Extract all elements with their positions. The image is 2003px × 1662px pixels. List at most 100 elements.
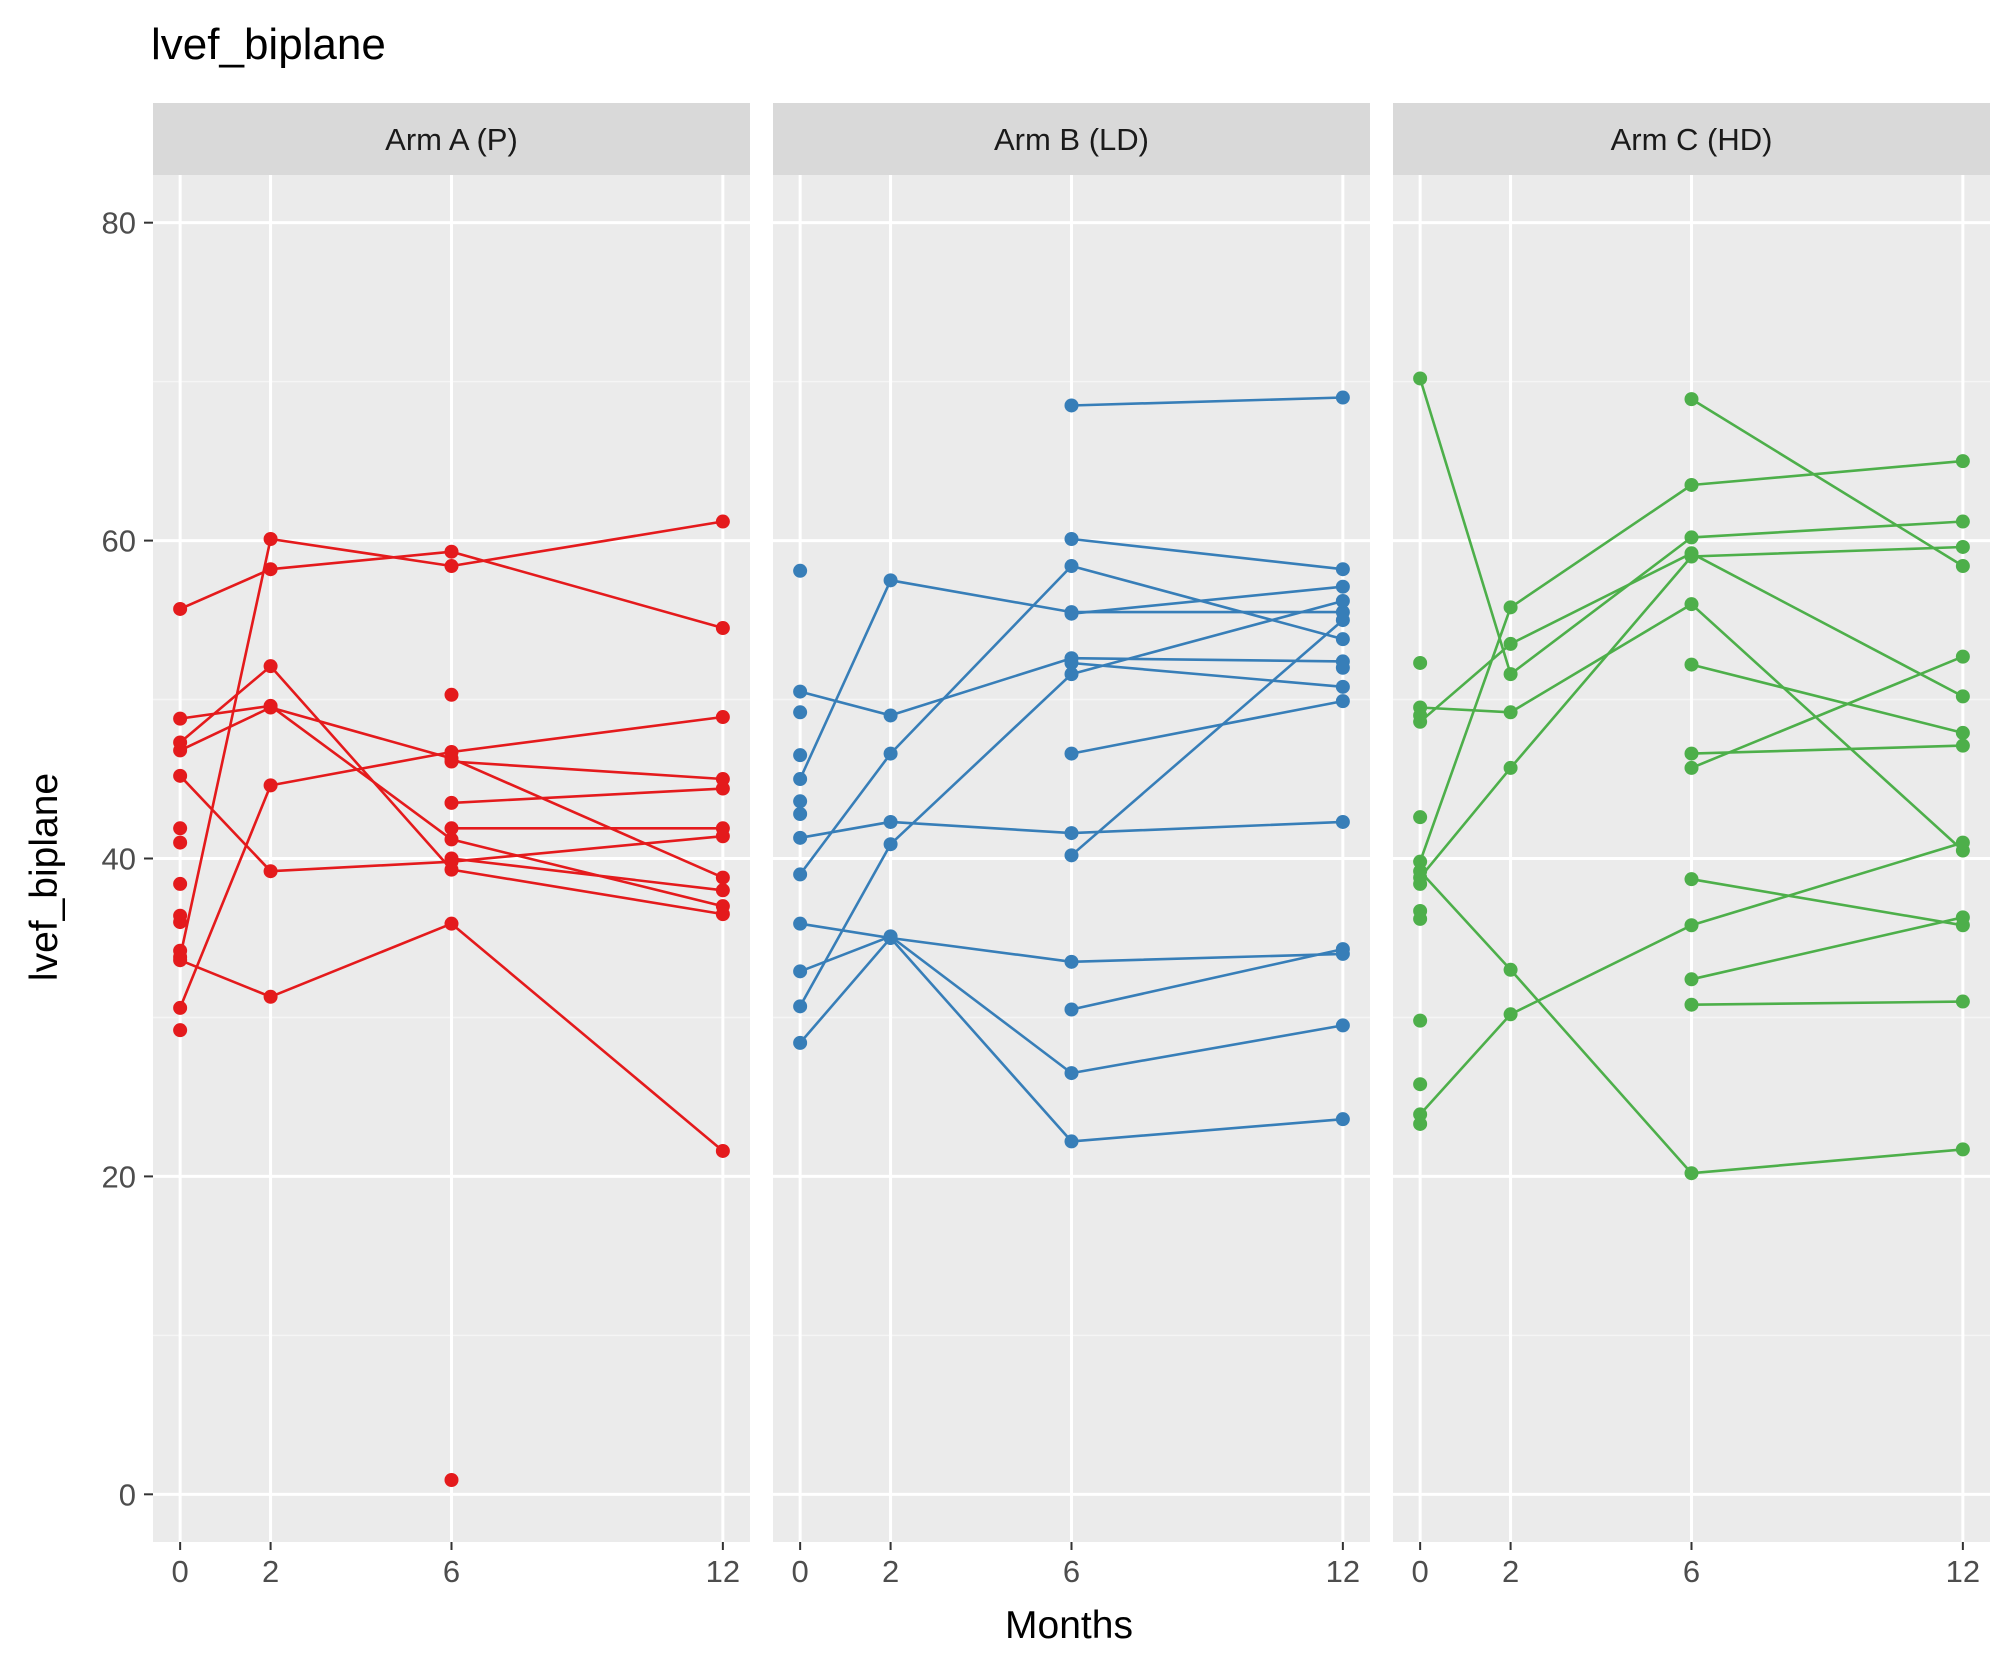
series-line (179, 774, 724, 873)
data-point (1684, 972, 1699, 987)
data-point (793, 772, 808, 787)
data-point (444, 851, 459, 866)
series-line (1691, 663, 1964, 735)
facet-label: Arm C (HD) (1611, 122, 1773, 157)
data-point (1335, 660, 1350, 675)
data-point (444, 832, 459, 847)
data-point (1064, 559, 1079, 574)
data-point (1413, 1077, 1428, 1092)
data-point (715, 1143, 730, 1158)
data-point (444, 754, 459, 769)
data-point (793, 748, 808, 763)
series-line (799, 820, 1343, 840)
data-point (1413, 1116, 1428, 1131)
data-point (1413, 371, 1428, 386)
series-line (1071, 585, 1344, 615)
data-point (1335, 613, 1350, 628)
data-point (173, 601, 188, 616)
facet-label: Arm A (P) (385, 122, 518, 157)
data-point (173, 768, 188, 783)
data-point (1413, 708, 1428, 723)
data-point (444, 821, 459, 836)
data-point (883, 746, 898, 761)
y-axis-title: lvef_biplane (23, 773, 66, 981)
panel-1: Arm B (LD) (773, 103, 1370, 1542)
series-line (1691, 744, 1963, 755)
series-line (451, 787, 723, 805)
data-point (793, 867, 808, 882)
series-line (1071, 947, 1344, 1011)
y-axis: 0 20 40 60 80 (102, 206, 153, 1512)
data-point (1064, 848, 1079, 863)
data-point (1064, 532, 1079, 547)
series-line (1071, 396, 1343, 407)
data-point (444, 795, 459, 810)
series-line (1418, 459, 1964, 863)
series-line (1419, 545, 1963, 879)
series-line (798, 599, 1344, 1007)
data-point (715, 772, 730, 787)
data-point (1684, 477, 1699, 492)
x-tick-label: 2 (262, 1554, 279, 1589)
x-axes: 0 2 6 12 0 2 6 12 0 2 6 12 (172, 1542, 1980, 1589)
x-tick-label: 6 (1683, 1554, 1700, 1589)
data-point (1955, 559, 1970, 574)
series-line (178, 715, 724, 1009)
data-point (1684, 918, 1699, 933)
y-tick-label: 80 (102, 206, 136, 241)
x-tick-label: 12 (706, 1554, 740, 1589)
x-tick-label: 0 (1412, 1554, 1429, 1589)
data-point (1413, 876, 1428, 891)
data-point (263, 700, 278, 715)
data-point (173, 1000, 188, 1015)
facet-strip (773, 103, 1370, 175)
data-point (1064, 398, 1079, 413)
series-line (799, 935, 1344, 1075)
data-point (1955, 649, 1970, 664)
series-line (179, 704, 724, 908)
data-point (173, 876, 188, 891)
data-point (1955, 1142, 1970, 1157)
data-point (793, 684, 808, 699)
data-point (1413, 810, 1428, 825)
data-point (1684, 392, 1699, 407)
data-point (793, 964, 808, 979)
series-line (1691, 655, 1964, 770)
data-point (1335, 390, 1350, 405)
facet-label: Arm B (LD) (994, 122, 1149, 157)
series-line (1691, 916, 1964, 981)
data-point (1955, 994, 1970, 1009)
series-line (1070, 619, 1344, 857)
data-point (1503, 1007, 1518, 1022)
data-point (883, 814, 898, 829)
data-point (1413, 864, 1428, 879)
series-line (1071, 661, 1344, 689)
data-point (1503, 667, 1518, 682)
data-point (444, 1473, 459, 1488)
series-line (1071, 537, 1344, 571)
series-line (1419, 841, 1964, 1116)
data-point (444, 687, 459, 702)
data-point (1335, 632, 1350, 647)
data-point (173, 915, 188, 930)
data-point (1955, 539, 1970, 554)
data-point (1955, 835, 1970, 850)
series-line (451, 760, 723, 781)
data-point (1064, 954, 1079, 969)
data-point (1684, 657, 1699, 672)
series-line (1691, 1000, 1963, 1006)
data-point (1684, 1166, 1699, 1181)
series-line (1419, 870, 1964, 1175)
data-point (1955, 910, 1970, 925)
data-point (1335, 942, 1350, 957)
data-point (1335, 593, 1350, 608)
data-point (715, 907, 730, 922)
data-point (793, 806, 808, 821)
data-point (173, 835, 188, 850)
series-line (179, 550, 724, 630)
data-point (793, 916, 808, 931)
data-point (883, 837, 898, 852)
facet-strip (153, 103, 750, 175)
y-tick-label: 20 (102, 1159, 136, 1194)
